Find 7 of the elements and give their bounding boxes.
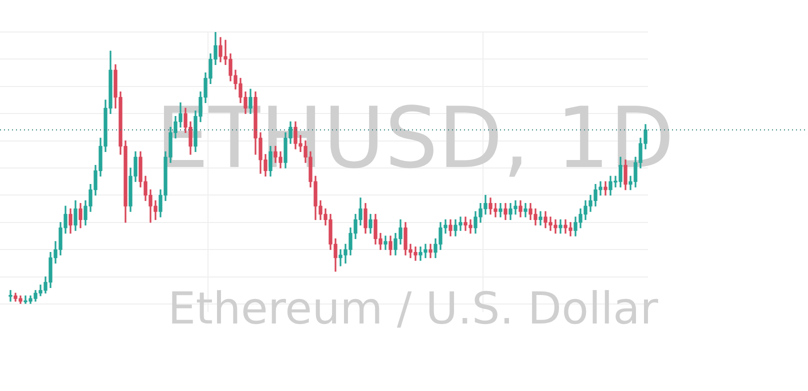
candlestick [498, 203, 502, 218]
candlestick [538, 211, 542, 226]
candlestick [384, 236, 388, 250]
candlestick [8, 290, 12, 302]
candlestick [524, 203, 528, 218]
candlestick [428, 244, 432, 258]
candlestick [558, 219, 562, 234]
